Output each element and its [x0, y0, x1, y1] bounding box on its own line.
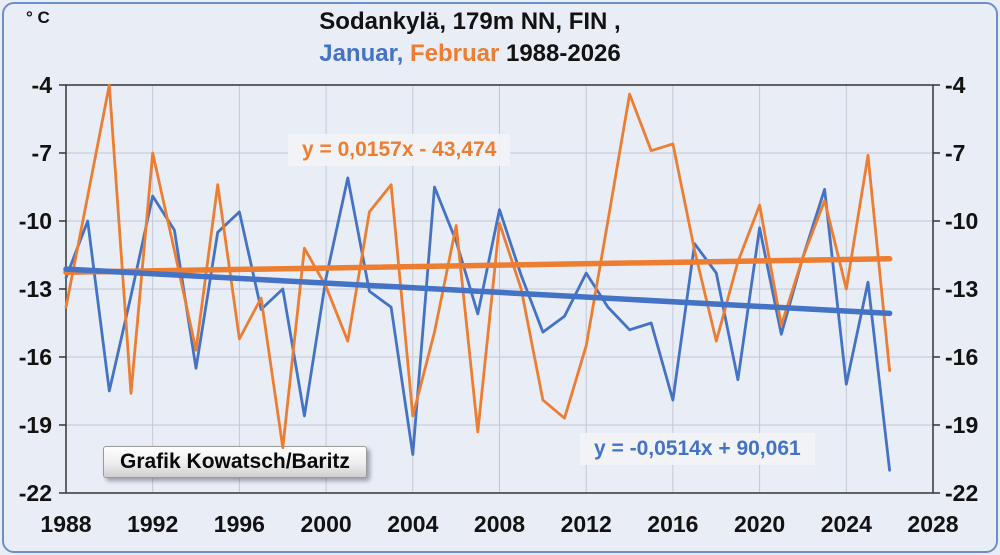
januar-trend-equation: y = -0,0514x + 90,061 — [580, 433, 815, 465]
februar-trend-equation: y = 0,0157x - 43,474 — [288, 134, 510, 166]
chart-canvas: ° C Sodankylä, 179m NN, FIN , Januar, Fe… — [0, 0, 1000, 555]
credit-badge: Grafik Kowatsch/Baritz — [103, 446, 367, 478]
